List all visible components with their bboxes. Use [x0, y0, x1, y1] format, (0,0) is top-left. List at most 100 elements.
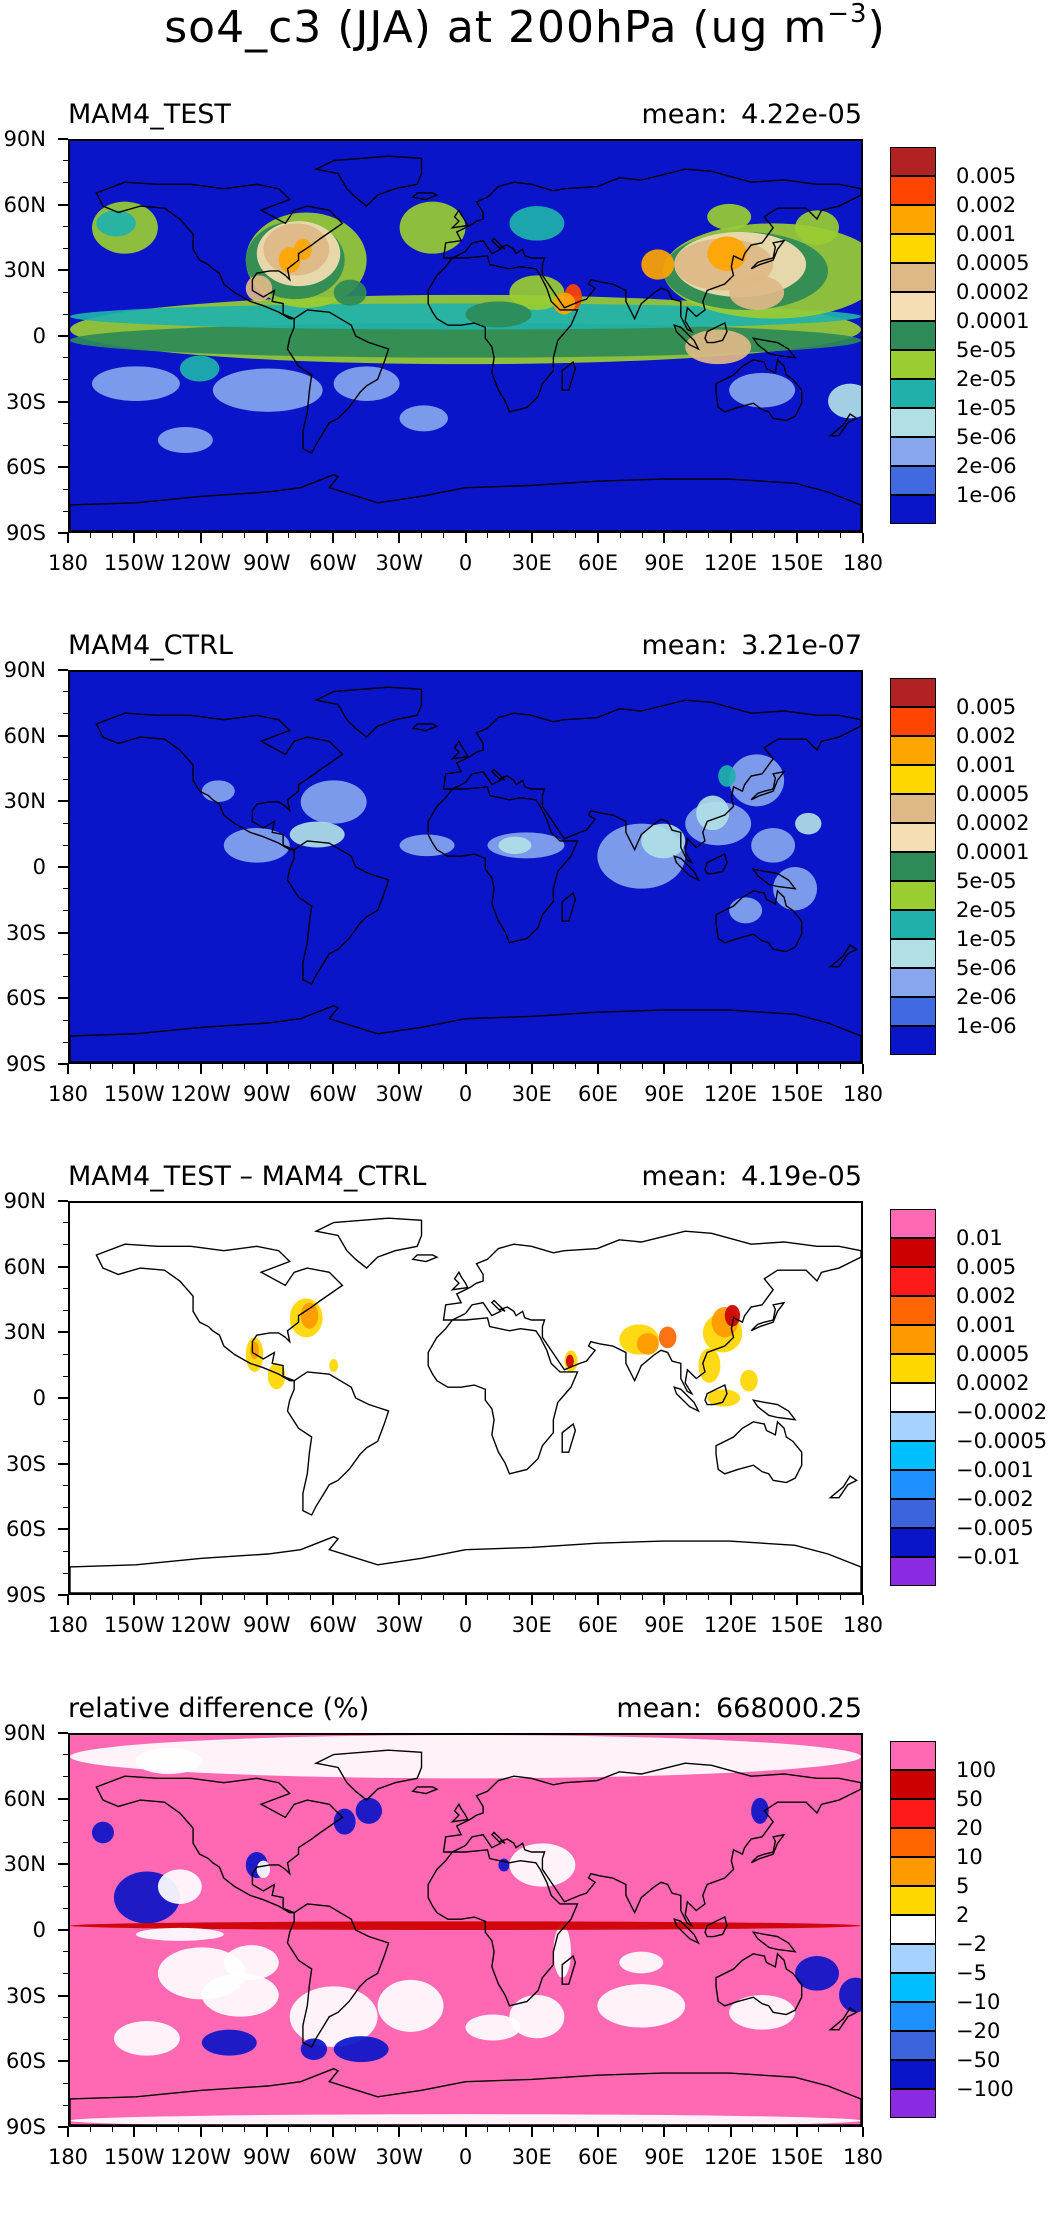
field-contour	[70, 323, 861, 358]
x-minor-tick	[575, 1064, 577, 1069]
x-minor-tick	[818, 1064, 820, 1069]
field-contour	[179, 355, 220, 382]
panel-title: MAM4_TEST – MAM4_CTRL	[68, 1161, 427, 1192]
colorbar-swatch	[890, 852, 936, 881]
y-tick-label: 30N	[3, 1852, 46, 1877]
x-minor-tick	[465, 1064, 466, 1069]
field-contour	[70, 1921, 861, 1930]
field-contour	[718, 765, 736, 787]
colorbar-label: 5	[956, 1874, 970, 1898]
field-contour	[795, 812, 822, 835]
y-tick-label: 60S	[5, 986, 46, 1011]
coastline	[411, 1254, 439, 1263]
x-minor-tick	[531, 2127, 533, 2132]
y-tick-label: 90S	[5, 1583, 46, 1607]
colorbar-label: 0.001	[956, 1313, 1017, 1337]
field-contour	[696, 795, 730, 831]
x-minor-tick	[796, 533, 798, 538]
x-tick-label: 30E	[511, 551, 552, 575]
field-contour	[641, 249, 675, 280]
x-tick-label: 120E	[703, 1613, 758, 1637]
y-minor-tick	[63, 2126, 68, 2128]
y-minor-tick	[63, 1885, 68, 1887]
coastline	[411, 1786, 439, 1795]
colorbar-swatch	[890, 794, 936, 823]
x-tick-mark	[663, 2127, 666, 2137]
y-minor-tick	[63, 226, 68, 228]
coastline	[704, 1384, 728, 1406]
x-minor-tick	[111, 1064, 113, 1069]
field-contour	[333, 366, 400, 401]
x-minor-tick	[509, 1595, 511, 1600]
field-contour	[289, 1986, 378, 2047]
coastline	[70, 2067, 861, 2125]
colorbar-swatch	[890, 1354, 936, 1383]
x-tick-label: 180	[47, 551, 89, 575]
x-tick-mark	[530, 533, 533, 543]
x-minor-tick	[266, 2127, 268, 2132]
x-minor-tick	[177, 533, 179, 538]
coastline	[286, 309, 390, 454]
map-plot	[68, 1733, 863, 2127]
colorbar-label: 5e-05	[956, 338, 1017, 362]
colorbar-swatch	[890, 292, 936, 321]
y-minor-tick	[63, 778, 68, 780]
y-minor-tick	[63, 510, 68, 512]
x-minor-tick	[575, 2127, 577, 2132]
colorbar-swatch	[890, 910, 936, 939]
x-tick-mark	[332, 533, 334, 543]
colorbar-label: −0.002	[956, 1487, 1034, 1511]
colorbar-swatch	[890, 1528, 936, 1557]
y-minor-tick	[63, 488, 68, 490]
coastline	[442, 699, 861, 865]
field-contour	[294, 238, 312, 261]
x-tick-mark	[398, 2127, 401, 2137]
x-tick-label: 90W	[243, 2145, 291, 2169]
x-tick-label: 90W	[243, 1613, 291, 1637]
colorbar-label: 2	[956, 1903, 970, 1927]
x-minor-tick	[774, 533, 776, 538]
y-minor-tick	[63, 1907, 68, 1909]
colorbar-label: 0.0005	[956, 1342, 1030, 1366]
y-minor-tick	[63, 2060, 68, 2062]
x-minor-tick	[354, 2127, 356, 2132]
colorbar-label: −2	[956, 1932, 987, 1956]
x-tick-label: 60E	[578, 551, 618, 575]
y-tick-label: 30N	[3, 1320, 46, 1345]
x-minor-tick	[509, 2127, 511, 2132]
x-minor-tick	[442, 1064, 444, 1069]
coastline	[715, 358, 803, 422]
y-tick-label: 30S	[5, 1983, 46, 2008]
y-minor-tick	[63, 182, 68, 184]
y-minor-tick	[63, 423, 68, 425]
y-tick-label: 0	[32, 1918, 46, 1942]
x-tick-mark	[663, 533, 666, 543]
coastline	[442, 168, 861, 334]
field-contour	[498, 836, 532, 854]
field-contour	[740, 1369, 758, 1392]
x-tick-label: 30E	[511, 1613, 552, 1637]
x-tick-mark	[464, 2127, 467, 2137]
x-tick-mark	[530, 1064, 533, 1074]
x-minor-tick	[111, 533, 113, 538]
y-minor-tick	[63, 1485, 68, 1487]
y-tick-label: 90N	[3, 127, 46, 151]
coastline	[450, 208, 469, 229]
colorbar-label: 50	[956, 1787, 983, 1811]
x-minor-tick	[133, 533, 135, 538]
y-minor-tick	[63, 1309, 68, 1311]
field-contour	[399, 201, 466, 254]
field-contour	[619, 1951, 664, 1974]
x-minor-tick	[310, 2127, 312, 2132]
coastline	[704, 322, 728, 344]
x-tick-label: 60W	[309, 1613, 357, 1637]
y-tick-label: 60N	[3, 192, 46, 217]
y-minor-tick	[63, 1973, 68, 1975]
y-minor-tick	[63, 1375, 68, 1377]
x-minor-tick	[752, 1595, 754, 1600]
colorbar-swatch	[890, 1209, 936, 1238]
y-minor-tick	[63, 866, 68, 868]
x-minor-tick	[177, 1064, 179, 1069]
x-minor-tick	[244, 1595, 246, 1600]
colorbar-swatch	[890, 1383, 936, 1412]
